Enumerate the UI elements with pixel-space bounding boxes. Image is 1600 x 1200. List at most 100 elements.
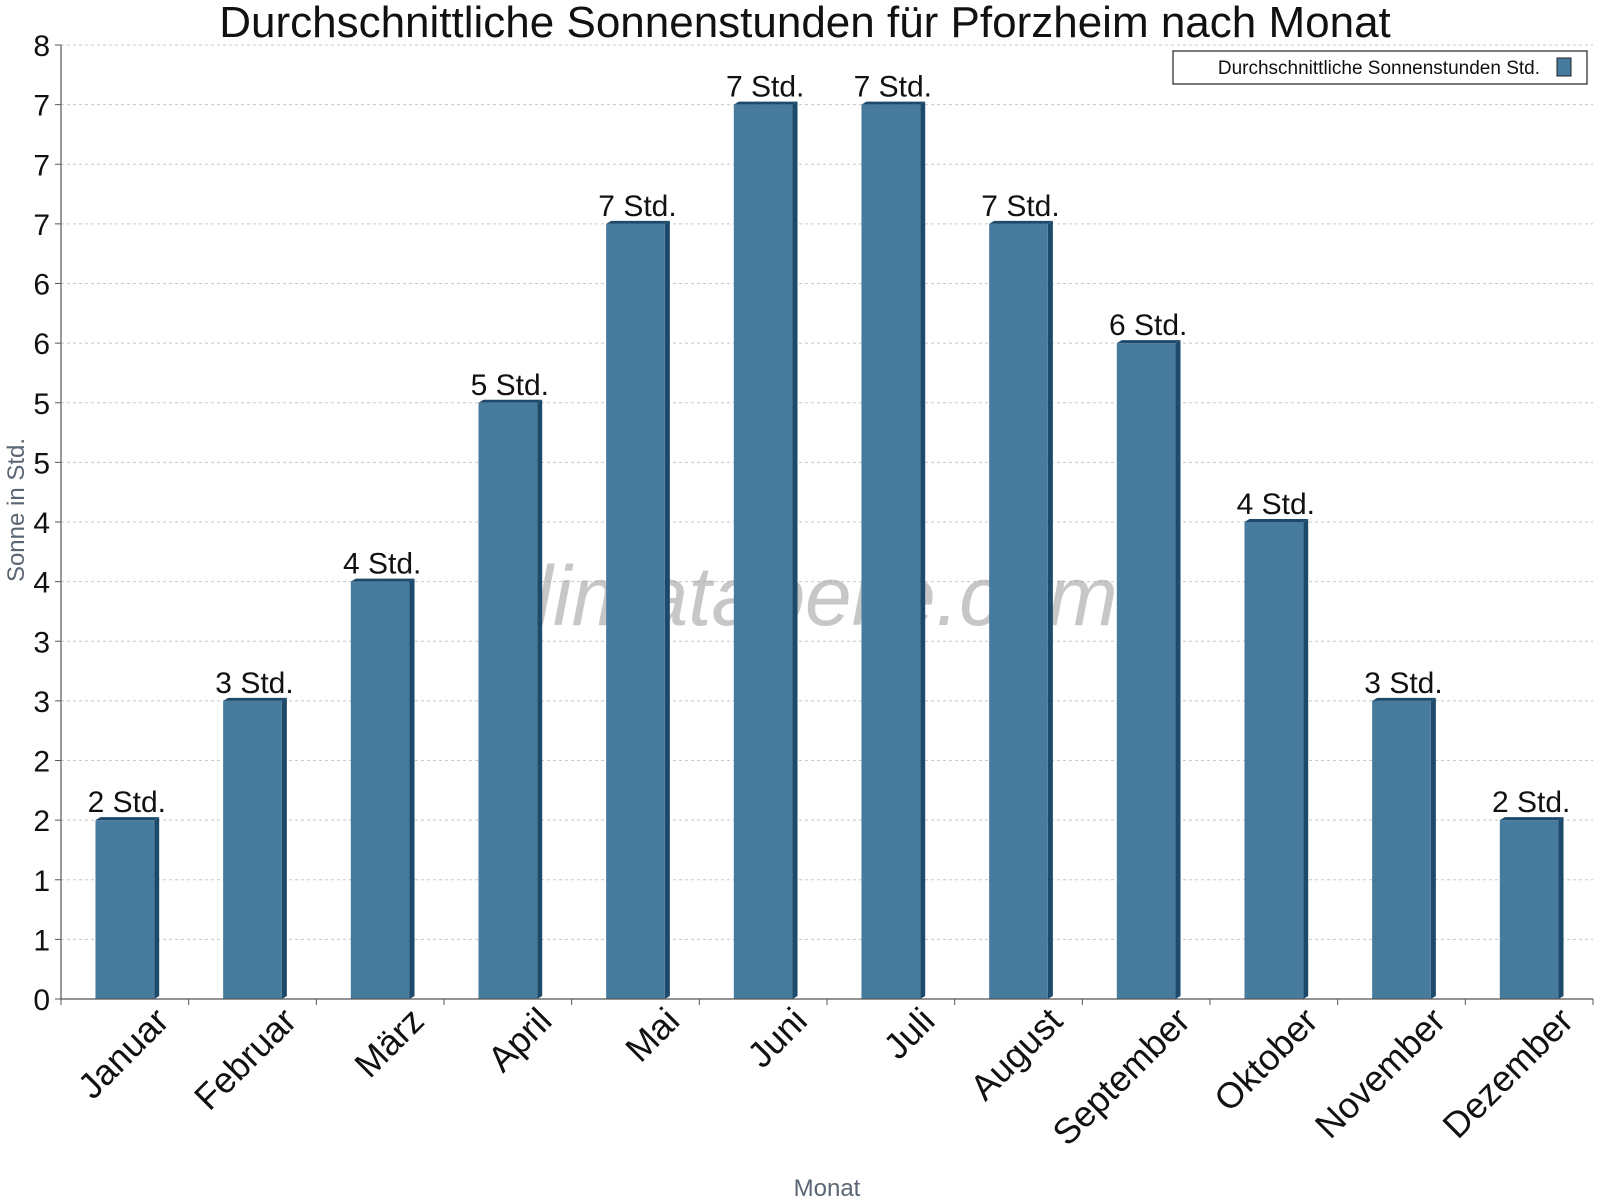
- bar-top: [1372, 697, 1436, 701]
- bar-top: [1116, 340, 1181, 344]
- y-tick-label: 1: [33, 924, 50, 957]
- x-tick-label: Mai: [617, 1000, 687, 1070]
- bar-side: [1430, 697, 1436, 999]
- bar-value-label: 6 Std.: [1109, 309, 1187, 342]
- y-tick-label: 1: [33, 865, 50, 898]
- bar-side: [1047, 220, 1053, 999]
- bar: [1499, 820, 1559, 999]
- bar-top: [733, 101, 798, 105]
- bar-top: [478, 399, 543, 403]
- y-tick-label: 7: [33, 209, 50, 242]
- x-tick-label: Dezember: [1434, 1000, 1580, 1146]
- bar-mai: [606, 220, 670, 999]
- bar-side: [154, 817, 160, 999]
- bar-top: [1244, 519, 1309, 522]
- bar-juni: [733, 101, 798, 999]
- bar-juli: [861, 101, 926, 999]
- x-tick-label: Oktober: [1206, 1000, 1326, 1120]
- bar-september: [1116, 340, 1181, 999]
- bar: [223, 700, 282, 999]
- x-tick-label: April: [480, 1000, 560, 1080]
- bar-value-label: 2 Std.: [1492, 786, 1570, 819]
- bar-side: [409, 578, 415, 999]
- y-tick-label: 2: [33, 746, 50, 779]
- bar-dezember: [1499, 817, 1564, 999]
- x-tick-label: Juni: [739, 1000, 815, 1076]
- y-tick-label: 3: [33, 686, 50, 719]
- bar-top: [606, 220, 670, 224]
- bar-oktober: [1244, 519, 1309, 999]
- y-tick-label: 0: [33, 984, 50, 1017]
- bars: [95, 101, 1564, 999]
- y-tick-label: 3: [33, 626, 50, 659]
- bar-side: [1175, 340, 1181, 999]
- bar: [1372, 700, 1431, 999]
- bar: [1244, 522, 1304, 999]
- y-tick-label: 8: [33, 30, 50, 63]
- bar: [733, 104, 793, 999]
- legend-box: [1172, 50, 1588, 85]
- bar-top: [95, 817, 160, 821]
- x-tick-label: März: [346, 1000, 432, 1086]
- y-tick-label: 7: [33, 90, 50, 123]
- bar-value-label: 7 Std.: [598, 190, 676, 223]
- bar-side: [1558, 817, 1564, 999]
- grid-lines: [61, 44, 1593, 940]
- bar-value-label: 7 Std.: [854, 71, 932, 104]
- bar: [989, 223, 1048, 999]
- bar-november: [1372, 697, 1436, 999]
- legend-label: Durchschnittliche Sonnenstunden Std.: [1218, 58, 1540, 79]
- y-tick-label: 5: [33, 388, 50, 421]
- bar-top: [223, 697, 287, 701]
- bar-side: [281, 697, 287, 999]
- bar-value-label: 3 Std.: [215, 667, 293, 700]
- bar-value-label: 4 Std.: [1237, 488, 1315, 521]
- x-tick-label: September: [1044, 1000, 1198, 1154]
- y-axis-title: Sonne in Std.: [3, 438, 30, 582]
- legend: Durchschnittliche Sonnenstunden Std.: [1172, 50, 1588, 85]
- y-tick-label: 7: [33, 149, 50, 182]
- bar-side: [664, 220, 670, 999]
- y-tick-label: 4: [33, 507, 50, 540]
- bar: [95, 820, 155, 999]
- bar-value-label: 2 Std.: [88, 786, 166, 819]
- bar-februar: [223, 697, 287, 999]
- bar-side: [792, 101, 798, 999]
- y-tick-label: 6: [33, 269, 50, 302]
- bar-value-label: 5 Std.: [471, 369, 549, 402]
- bar-april: [478, 399, 543, 999]
- y-tick-labels: 0 1 1 2 2 3 3 4 4 5 5 6 6 7 7 7 8: [33, 30, 50, 1017]
- y-tick-label: 4: [33, 567, 50, 600]
- x-tick-label: Januar: [70, 1000, 177, 1107]
- bar-side: [1303, 519, 1309, 999]
- y-tick-label: 5: [33, 447, 50, 480]
- bar: [606, 223, 665, 999]
- x-axis-title: Monat: [794, 1175, 861, 1200]
- y-tick-label: 6: [33, 328, 50, 361]
- chart-title: Durchschnittliche Sonnenstunden für Pfor…: [219, 0, 1391, 47]
- bar-value-label: 3 Std.: [1364, 667, 1442, 700]
- bar-top: [350, 578, 415, 582]
- bar-value-labels: 2 Std. 3 Std. 4 Std. 5 Std. 7 Std. 7 Std. 7 St…: [88, 71, 1571, 820]
- bar-top: [861, 101, 926, 105]
- y-tick-label: 2: [33, 805, 50, 838]
- bar-value-label: 7 Std.: [981, 190, 1059, 223]
- bar-top: [1499, 817, 1564, 821]
- bar-top: [989, 220, 1053, 224]
- bar-januar: [95, 817, 160, 999]
- legend-swatch: [1556, 57, 1572, 77]
- x-tick-label: Juli: [875, 1000, 942, 1067]
- x-tick-label: Februar: [186, 1000, 304, 1118]
- bar-value-label: 4 Std.: [343, 548, 421, 581]
- bar-august: [989, 220, 1053, 999]
- bar: [861, 104, 921, 999]
- x-tick-labels: Januar Februar März April Mai Juni Juli AugustS…: [70, 1000, 1581, 1154]
- bar: [1116, 343, 1176, 999]
- bar: [350, 581, 410, 999]
- bar-side: [920, 101, 926, 999]
- x-tick-label: November: [1307, 1000, 1453, 1146]
- bar-value-label: 7 Std.: [726, 71, 804, 104]
- axes: [55, 44, 1594, 1005]
- bar: [478, 402, 538, 999]
